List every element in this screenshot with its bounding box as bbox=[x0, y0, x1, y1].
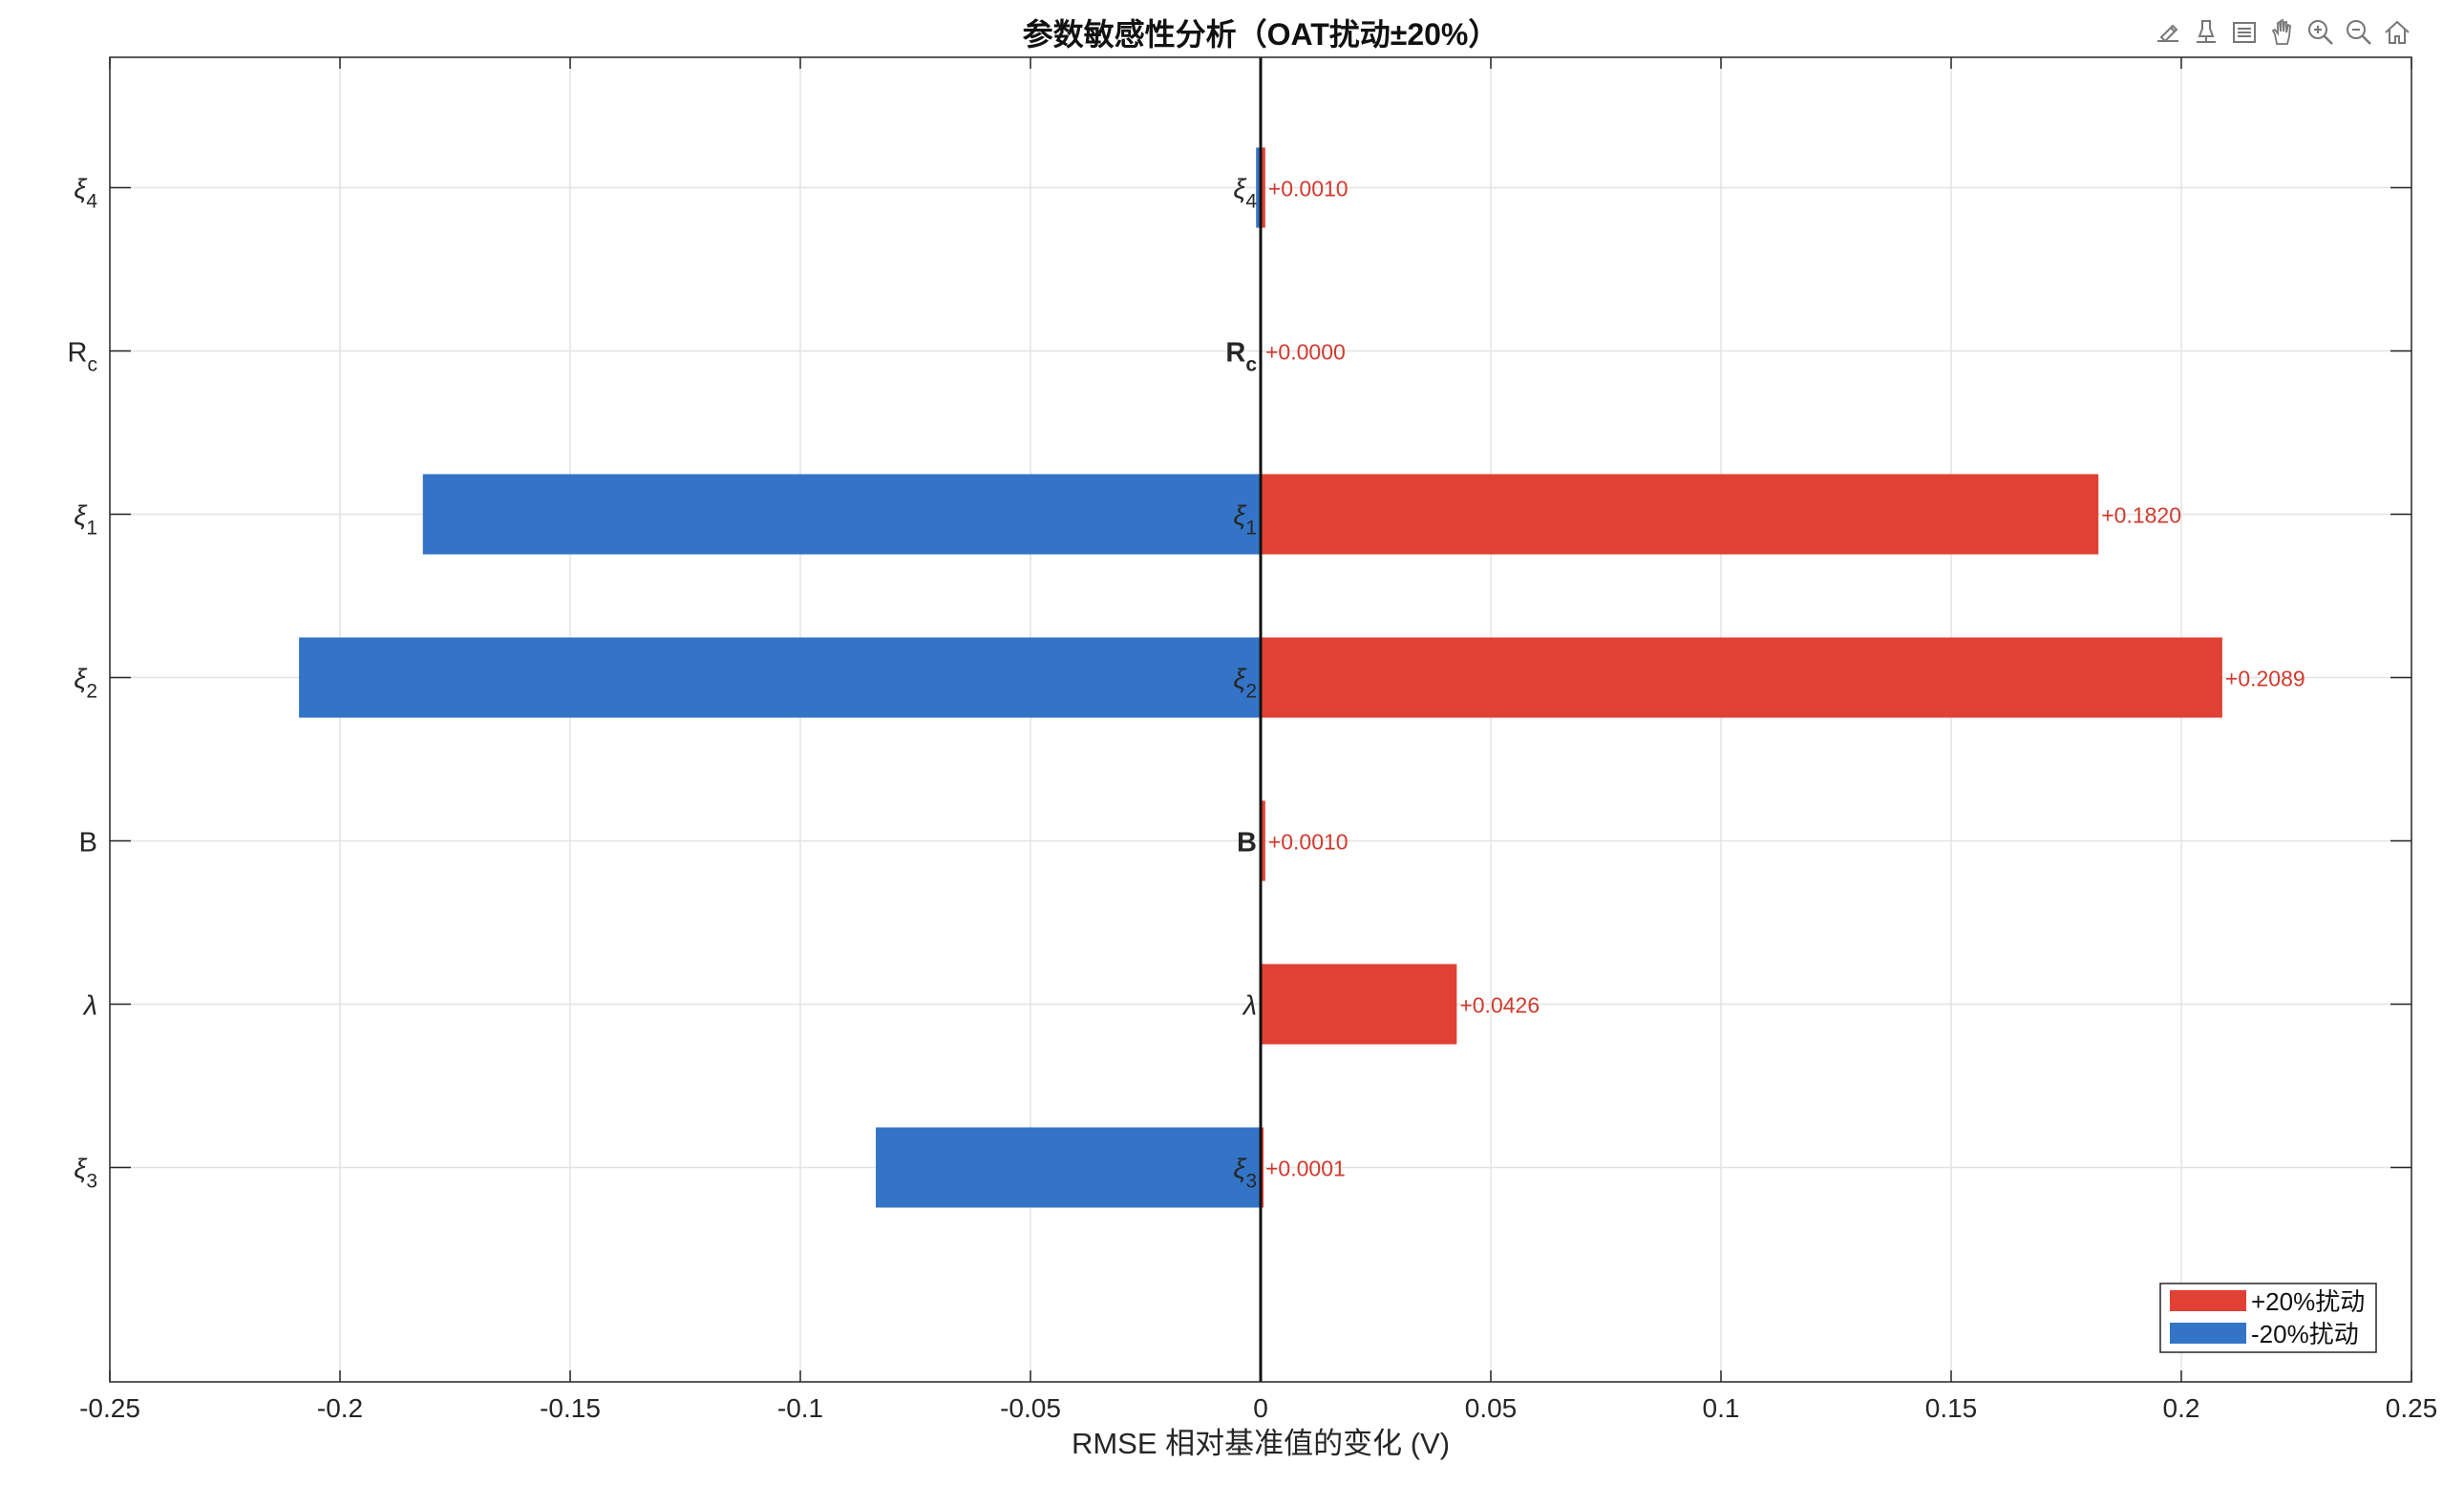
zoom-out-icon[interactable] bbox=[2342, 13, 2376, 52]
inner-category-label: ξ1 bbox=[1233, 501, 1257, 540]
x-tick-label: 0.25 bbox=[2386, 1393, 2438, 1423]
bar-minus20 bbox=[422, 474, 1261, 555]
x-tick-label: -0.25 bbox=[79, 1393, 140, 1423]
legend-swatch bbox=[2170, 1323, 2246, 1344]
x-tick-label: 0.15 bbox=[1925, 1393, 1978, 1423]
x-tick-label: 0 bbox=[1253, 1393, 1268, 1423]
data-label: +0.2089 bbox=[2225, 667, 2305, 691]
x-tick-label: 0.2 bbox=[2163, 1393, 2200, 1423]
y-tick-label: λ bbox=[82, 991, 97, 1022]
bar-plus20 bbox=[1261, 800, 1265, 881]
chart-title: 参数敏感性分析（OAT扰动±20%） bbox=[1023, 17, 1499, 52]
legend-toggle-icon[interactable] bbox=[2227, 13, 2262, 52]
inner-category-label: ξ2 bbox=[1233, 665, 1257, 703]
data-label: +0.1820 bbox=[2101, 503, 2181, 528]
inner-category-label: λ bbox=[1242, 991, 1257, 1022]
bar-minus20 bbox=[1256, 147, 1261, 228]
y-tick-label: ξ3 bbox=[74, 1155, 97, 1193]
bar-minus20 bbox=[876, 1127, 1261, 1208]
legend-swatch bbox=[2170, 1290, 2246, 1311]
legend-entry: -20%扰动 bbox=[2251, 1320, 2359, 1348]
inner-category-label: B bbox=[1237, 828, 1257, 859]
bar-plus20 bbox=[1261, 964, 1457, 1045]
data-label: +0.0010 bbox=[1268, 830, 1349, 855]
x-tick-label: 0.05 bbox=[1465, 1393, 1518, 1423]
zoom-in-icon[interactable] bbox=[2304, 13, 2338, 52]
y-tick-label: Rc bbox=[68, 338, 97, 376]
pan-hand-icon[interactable] bbox=[2265, 13, 2300, 52]
data-label: +0.0001 bbox=[1265, 1156, 1346, 1181]
x-tick-label: 0.1 bbox=[1703, 1393, 1740, 1423]
data-label: +0.0000 bbox=[1265, 340, 1346, 365]
brush-icon[interactable] bbox=[2151, 13, 2185, 52]
bar-minus20 bbox=[299, 637, 1261, 718]
inner-category-label: ξ3 bbox=[1233, 1155, 1257, 1193]
bar-plus20 bbox=[1261, 147, 1265, 228]
home-icon[interactable] bbox=[2380, 13, 2414, 52]
axes-box bbox=[109, 56, 2412, 1383]
x-tick-label: -0.1 bbox=[777, 1393, 823, 1423]
data-label: +0.0426 bbox=[1459, 993, 1540, 1018]
axes-toolbar bbox=[2151, 13, 2414, 52]
datatip-icon[interactable] bbox=[2189, 13, 2223, 52]
data-label: +0.0010 bbox=[1268, 177, 1349, 202]
y-tick-label: ξ1 bbox=[74, 501, 97, 540]
y-tick-label: ξ4 bbox=[74, 175, 97, 213]
x-tick-label: -0.15 bbox=[540, 1393, 601, 1423]
y-tick-label: B bbox=[79, 828, 97, 859]
inner-category-label: ξ4 bbox=[1233, 175, 1257, 213]
bar-plus20 bbox=[1261, 474, 2099, 555]
x-axis-label: RMSE 相对基准值的变化 (V) bbox=[1072, 1427, 1450, 1460]
inner-category-label: Rc bbox=[1225, 338, 1257, 376]
legend-entry: +20%扰动 bbox=[2251, 1287, 2365, 1316]
y-tick-label: ξ2 bbox=[74, 665, 97, 703]
bar-plus20 bbox=[1261, 637, 2222, 718]
x-tick-label: -0.05 bbox=[1000, 1393, 1061, 1423]
x-tick-label: -0.2 bbox=[317, 1393, 363, 1423]
